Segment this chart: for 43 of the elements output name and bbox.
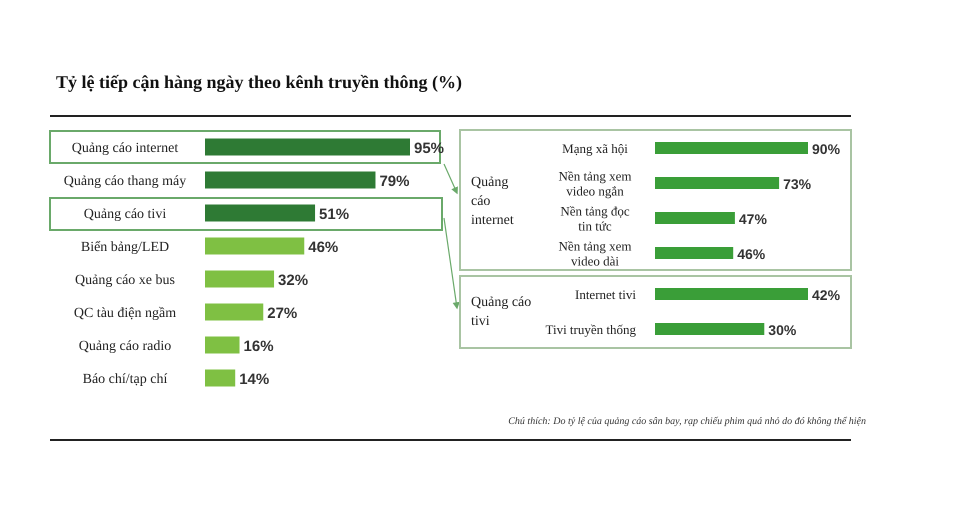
bar xyxy=(205,304,264,320)
y-tick-label: Quảng cáo tivi xyxy=(84,207,166,222)
bar xyxy=(205,204,316,222)
chart-title: Tỷ lệ tiếp cận hàng ngày theo kênh truyền thông (%) xyxy=(56,72,462,92)
y-tick-label: Internet tivi xyxy=(574,287,636,302)
y-tick-label: Nền tảng đọc tin tức xyxy=(560,204,630,234)
data-label: 16% xyxy=(244,338,274,355)
data-label: 30% xyxy=(768,322,797,338)
data-label: 51% xyxy=(319,206,350,223)
text: Quảng cáo internet xyxy=(471,175,514,228)
bar xyxy=(655,142,808,154)
y-tick-label: Mạng xã hội xyxy=(562,141,628,156)
bar xyxy=(205,270,274,288)
bar xyxy=(655,247,734,259)
y-tick-label: Nền tảng xem video dài xyxy=(558,238,632,268)
data-label: 73% xyxy=(783,176,812,192)
data-label: 42% xyxy=(812,287,841,303)
y-tick-label: QC tàu điện ngầm xyxy=(74,306,176,321)
y-tick-label: Nền tảng xem video ngắn xyxy=(558,168,632,198)
y-tick-label: Quảng cáo xe bus xyxy=(75,273,175,288)
bar xyxy=(655,212,735,224)
data-label: 32% xyxy=(278,272,308,289)
bar xyxy=(205,172,376,188)
bar xyxy=(205,238,304,254)
data-label: 46% xyxy=(308,239,338,256)
data-label: 90% xyxy=(812,141,841,157)
y-tick-label: Quảng cáo radio xyxy=(78,339,172,354)
bar xyxy=(655,177,780,189)
data-label: 14% xyxy=(239,371,270,388)
data-label: 79% xyxy=(379,173,410,190)
data-label: 46% xyxy=(737,246,766,262)
bar xyxy=(205,138,410,156)
bar xyxy=(205,336,240,354)
bar xyxy=(205,370,236,386)
y-tick-label: Quảng cáo thang máy xyxy=(64,174,186,189)
text: Chú thích: Do tỷ lệ của quảng cáo sân bay, rạp chiếu phim quá nhỏ do đó không thể hiện xyxy=(508,416,866,427)
y-tick-label: Quảng cáo internet xyxy=(72,141,178,156)
y-tick-label: Báo chí/tạp chí xyxy=(82,372,168,387)
text: Quảng cáo tivi xyxy=(471,295,532,329)
y-tick-label: Tivi truyền thống xyxy=(545,322,636,337)
data-label: 47% xyxy=(738,211,768,227)
data-label: 27% xyxy=(267,305,298,322)
y-tick-label: Biển bảng/LED xyxy=(80,240,170,255)
